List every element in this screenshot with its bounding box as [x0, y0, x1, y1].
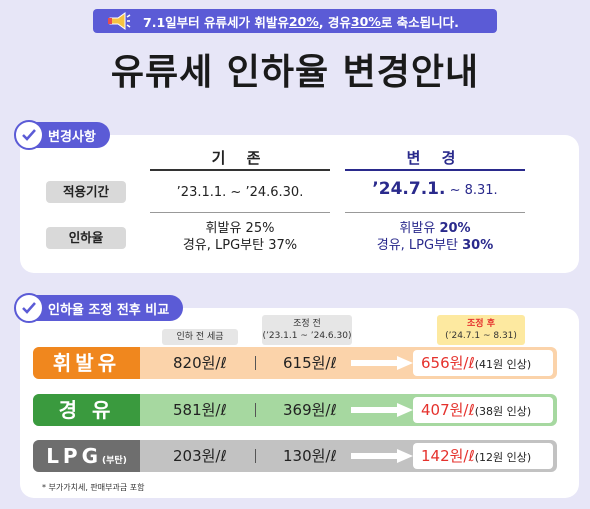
- check-icon: [14, 293, 44, 323]
- price-increase-note: (12원 인상): [474, 451, 532, 464]
- comparison-tag: 인하율 조정 전후 비교: [14, 293, 184, 323]
- price-after-box: 142원/ℓ(12원 인상): [413, 443, 553, 469]
- fuel-label: 경 유: [33, 394, 140, 426]
- period-after: ’24.7.1. ~ 8.31.: [345, 181, 525, 199]
- head-after: 조정 후 (’24.7.1 ~ 8.31): [437, 315, 525, 345]
- rate-after-diesel-lpg-label: 경유, LPG부탄: [376, 238, 463, 253]
- price-after: 656원/ℓ: [421, 354, 475, 372]
- arrow-right-icon: [351, 356, 413, 370]
- arrow-right-icon: [351, 449, 413, 463]
- row-divider: [150, 212, 330, 213]
- row-divider-new: [345, 212, 525, 213]
- comparison-tag-label: 인하율 조정 전후 비교: [48, 302, 170, 318]
- footnote: * 부가가치세, 판매부과금 포함: [42, 483, 145, 492]
- changes-tag: 변경사항: [14, 120, 110, 150]
- price-separator: [255, 356, 256, 370]
- rate-before: 휘발유 25% 경유, LPG부탄 37%: [150, 220, 330, 254]
- price-before: 615원/ℓ: [283, 354, 337, 372]
- page-title: 유류세 인하율 변경안내: [110, 52, 480, 93]
- price-pre-tax: 203원/ℓ: [173, 447, 227, 465]
- col-before-underline: [150, 169, 330, 171]
- fuel-name: 휘발유: [52, 351, 121, 375]
- price-pre-tax: 581원/ℓ: [173, 401, 227, 419]
- head-after-title: 조정 후: [467, 319, 495, 329]
- banner-pct-diesel: 30%: [350, 13, 381, 29]
- banner-text-pre: 7.1일부터 유류세가 휘발유: [143, 14, 289, 30]
- price-after-box: 656원/ℓ(41원 인상): [413, 350, 553, 376]
- top-banner: 7.1일부터 유류세가 휘발유 20%, 경유 30% 로 축소됩니다.: [93, 9, 497, 33]
- rate-before-diesel-lpg: 경유, LPG부탄 37%: [182, 238, 298, 253]
- rate-after-gasoline-pct: 20%: [439, 221, 471, 236]
- fuel-name: 경 유: [58, 398, 115, 422]
- row-label-rate: 인하율: [46, 227, 126, 249]
- price-after-box: 407원/ℓ(38원 인상): [413, 397, 553, 423]
- banner-pct-gasoline: 20%: [288, 13, 319, 29]
- col-after-underline: [345, 169, 525, 171]
- rate-after-gasoline-label: 휘발유: [399, 221, 440, 236]
- fuel-row-diesel: 경 유 581원/ℓ 369원/ℓ 407원/ℓ(38원 인상): [33, 394, 557, 426]
- price-increase-note: (38원 인상): [474, 405, 532, 418]
- rate-after: 휘발유 20% 경유, LPG부탄 30%: [345, 220, 525, 254]
- period-before: ’23.1.1. ~ ’24.6.30.: [176, 185, 304, 200]
- fuel-name-sub: (부탄): [102, 456, 127, 466]
- price-before: 130원/ℓ: [283, 447, 337, 465]
- fuel-row-gasoline: 휘발유 820원/ℓ 615원/ℓ 656원/ℓ(41원 인상): [33, 347, 557, 379]
- price-separator: [255, 449, 256, 463]
- head-after-range: (’24.7.1 ~ 8.31): [445, 331, 517, 341]
- check-icon: [14, 120, 44, 150]
- col-after-head: 변 경: [406, 149, 464, 167]
- price-after: 142원/ℓ: [421, 447, 475, 465]
- fuel-name: LPG: [46, 444, 103, 468]
- price-pre-tax: 820원/ℓ: [173, 354, 227, 372]
- fuel-label: LPG(부탄): [33, 440, 140, 472]
- head-pre-tax: 인하 전 세금: [162, 329, 238, 345]
- price-after: 407원/ℓ: [421, 401, 475, 419]
- head-before: 조정 전 (’23.1.1 ~ ’24.6.30): [262, 315, 352, 345]
- megaphone-icon: [108, 12, 131, 30]
- rate-after-diesel-lpg-pct: 30%: [462, 238, 494, 253]
- banner-text-post: 로 축소됩니다.: [380, 14, 459, 30]
- banner-text-mid: , 경유: [318, 14, 351, 30]
- fuel-label: 휘발유: [33, 347, 140, 379]
- fuel-row-lpg: LPG(부탄) 203원/ℓ 130원/ℓ 142원/ℓ(12원 인상): [33, 440, 557, 472]
- arrow-right-icon: [351, 403, 413, 417]
- changes-card: [20, 135, 579, 273]
- row-label-period: 적용기간: [46, 181, 126, 203]
- rate-before-gasoline: 휘발유 25%: [205, 221, 275, 236]
- price-increase-note: (41원 인상): [474, 358, 532, 371]
- head-before-range: (’23.1.1 ~ ’24.6.30): [262, 331, 352, 341]
- price-separator: [255, 403, 256, 417]
- col-before-head: 기 존: [211, 149, 269, 167]
- period-after-end: ~ 8.31.: [445, 183, 498, 198]
- price-before: 369원/ℓ: [283, 401, 337, 419]
- head-before-title: 조정 전: [293, 319, 321, 329]
- changes-tag-label: 변경사항: [48, 129, 96, 145]
- period-after-start: ’24.7.1.: [372, 179, 446, 199]
